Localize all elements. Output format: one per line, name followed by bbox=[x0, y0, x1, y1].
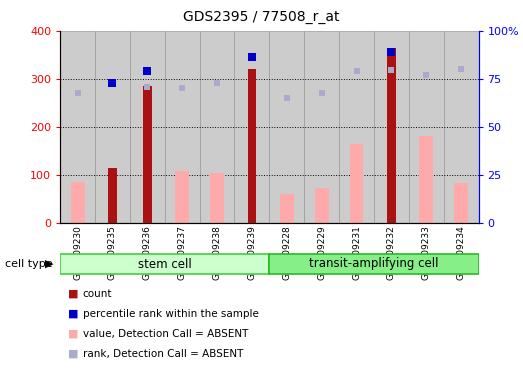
Bar bbox=[419, 136, 433, 223]
Text: ■: ■ bbox=[68, 309, 78, 319]
Text: percentile rank within the sample: percentile rank within the sample bbox=[83, 309, 258, 319]
Bar bbox=[409, 31, 444, 223]
Bar bbox=[269, 31, 304, 223]
Bar bbox=[108, 167, 117, 223]
Bar bbox=[304, 31, 339, 223]
Text: rank, Detection Call = ABSENT: rank, Detection Call = ABSENT bbox=[83, 349, 243, 359]
Bar bbox=[175, 171, 189, 223]
Text: cell type: cell type bbox=[5, 259, 53, 269]
Bar bbox=[387, 48, 396, 223]
Bar bbox=[130, 31, 165, 223]
Bar bbox=[247, 69, 256, 223]
Bar bbox=[143, 86, 152, 223]
Bar bbox=[95, 31, 130, 223]
Bar bbox=[71, 182, 85, 223]
Text: stem cell: stem cell bbox=[138, 258, 191, 270]
Text: count: count bbox=[83, 289, 112, 299]
Text: transit-amplifying cell: transit-amplifying cell bbox=[309, 258, 439, 270]
Bar bbox=[349, 144, 363, 223]
Bar bbox=[200, 31, 234, 223]
Bar bbox=[454, 183, 468, 223]
Bar bbox=[60, 31, 95, 223]
Text: ▶: ▶ bbox=[46, 259, 54, 269]
Text: ■: ■ bbox=[68, 289, 78, 299]
Bar bbox=[234, 31, 269, 223]
Bar bbox=[280, 194, 294, 223]
Bar bbox=[444, 31, 479, 223]
Text: ■: ■ bbox=[68, 329, 78, 339]
Bar bbox=[269, 255, 479, 273]
Text: value, Detection Call = ABSENT: value, Detection Call = ABSENT bbox=[83, 329, 248, 339]
Bar bbox=[165, 31, 200, 223]
Bar bbox=[60, 255, 269, 273]
Bar bbox=[339, 31, 374, 223]
Bar bbox=[210, 173, 224, 223]
Text: ■: ■ bbox=[68, 349, 78, 359]
Bar bbox=[374, 31, 409, 223]
Bar bbox=[315, 188, 328, 223]
Text: GDS2395 / 77508_r_at: GDS2395 / 77508_r_at bbox=[183, 10, 340, 23]
